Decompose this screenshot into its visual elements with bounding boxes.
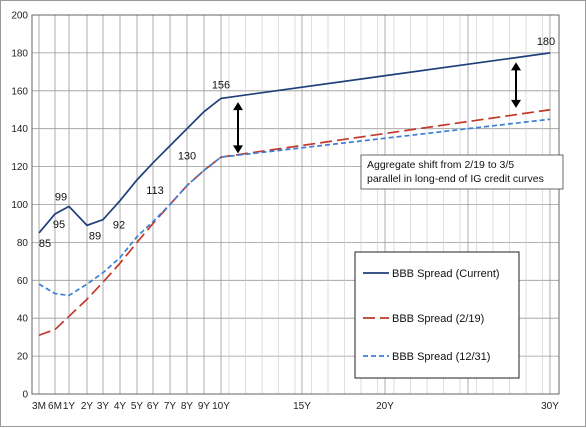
- data-label: 156: [212, 79, 230, 91]
- legend-item: BBB Spread (2/19): [363, 313, 484, 325]
- x-tick-label: 3Y: [97, 401, 110, 412]
- data-label: 89: [89, 230, 101, 242]
- x-tick-label: 15Y: [293, 401, 311, 412]
- x-tick-label: 8Y: [181, 401, 194, 412]
- data-label: 92: [113, 220, 125, 232]
- shift-arrow-30y: [511, 62, 521, 108]
- plot-area: [31, 14, 560, 395]
- x-tick-label: 7Y: [164, 401, 177, 412]
- data-label: 85: [39, 238, 51, 250]
- x-tick-label: 1Y: [63, 401, 76, 412]
- x-tick-label: 4Y: [114, 401, 127, 412]
- series-lines: [38, 52, 551, 337]
- x-tick-label: 6Y: [147, 401, 160, 412]
- y-tick-label: 180: [11, 48, 28, 59]
- y-tick-label: 160: [11, 86, 28, 97]
- legend-label: BBB Spread (12/31): [392, 351, 490, 363]
- legend-item: BBB Spread (12/31): [363, 351, 490, 363]
- annotation-box: Aggregate shift from 2/19 to 3/5 paralle…: [360, 154, 564, 190]
- data-label: 99: [55, 191, 67, 203]
- data-label: 113: [146, 185, 164, 197]
- x-tick-label: 6M: [48, 401, 62, 412]
- x-tick-label: 2Y: [81, 401, 94, 412]
- annotation-line-1: Aggregate shift from 2/19 to 3/5: [367, 159, 514, 171]
- data-label: 130: [178, 151, 196, 163]
- shift-arrows: [233, 62, 521, 154]
- y-tick-label: 40: [17, 314, 29, 325]
- series-line-2: [38, 108, 551, 337]
- x-tick-label: 30Y: [541, 401, 559, 412]
- legend: BBB Spread (Current) BBB Spread (2/19) BBB…: [354, 251, 520, 379]
- data-label: 180: [537, 36, 555, 48]
- x-tick-label: 9Y: [198, 401, 211, 412]
- y-tick-label: 120: [11, 162, 28, 173]
- annotation-line-2: parallel in long-end of IG credit curves: [367, 173, 544, 185]
- shift-arrow-10y: [233, 102, 243, 154]
- legend-item: BBB Spread (Current): [363, 268, 500, 280]
- y-tick-label: 80: [17, 238, 29, 249]
- data-label: 95: [53, 219, 65, 231]
- x-tick-label: 20Y: [376, 401, 394, 412]
- y-tick-label: 60: [17, 276, 29, 287]
- axes: 0 20 40 60 80 100 120 140 160 180 200 3M 6M 1Y 2Y 3Y 4Y 5…: [11, 11, 560, 412]
- legend-label: BBB Spread (2/19): [392, 313, 484, 325]
- x-tick-label: 3M: [32, 401, 46, 412]
- x-tick-label: 10Y: [212, 401, 230, 412]
- x-tick-label: 5Y: [131, 401, 144, 412]
- y-tick-label: 200: [11, 11, 28, 22]
- series-line-3: [38, 118, 551, 297]
- series-line-1: [38, 52, 551, 234]
- y-tick-label: 140: [11, 124, 28, 135]
- y-tick-label: 100: [11, 200, 28, 211]
- y-tick-label: 0: [22, 390, 28, 401]
- legend-label: BBB Spread (Current): [392, 268, 500, 280]
- y-tick-label: 20: [17, 352, 29, 363]
